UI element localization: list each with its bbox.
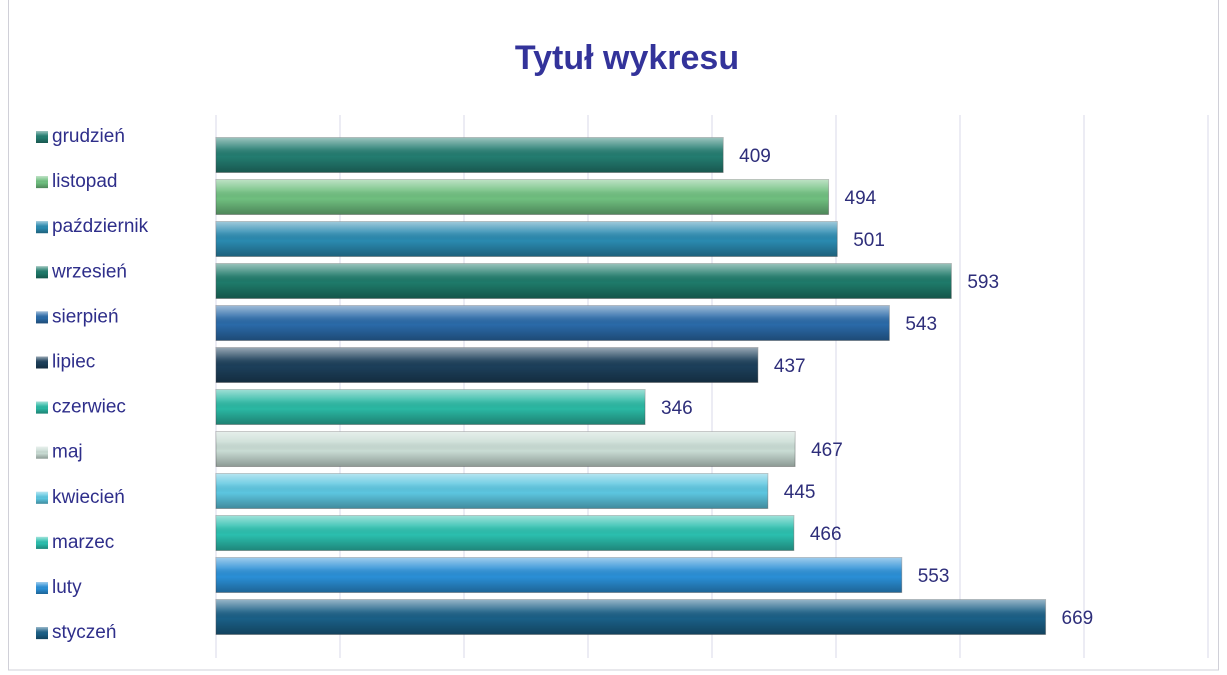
data-label: 593 — [967, 272, 999, 293]
data-label: 494 — [845, 188, 877, 209]
bar-bevel — [216, 599, 1046, 635]
legend-swatch-bevel — [36, 311, 48, 324]
legend-label: październik — [52, 216, 149, 237]
legend-swatch-bevel — [36, 131, 48, 143]
legend-label: wrzesień — [51, 261, 127, 282]
bar-bevel — [216, 305, 890, 341]
legend-swatch-bevel — [36, 356, 48, 369]
data-label: 501 — [853, 230, 885, 251]
legend-swatch-bevel — [36, 446, 48, 459]
legend-label: grudzień — [52, 126, 125, 147]
legend-label: styczeń — [52, 622, 116, 643]
legend-swatch-bevel — [36, 266, 48, 279]
legend-swatch-bevel — [36, 491, 48, 504]
data-label: 466 — [810, 524, 842, 545]
data-label: 553 — [918, 566, 950, 587]
bar-bevel — [216, 221, 838, 257]
legend-label: lipiec — [52, 352, 95, 373]
bar-bevel — [216, 431, 796, 467]
bar-bevel — [216, 137, 724, 173]
bar-bevel — [216, 515, 794, 551]
data-label: 409 — [739, 146, 771, 167]
legend-swatch-bevel — [36, 627, 48, 640]
legend-swatch-bevel — [36, 176, 48, 189]
legend-swatch-bevel — [36, 582, 48, 594]
data-label: 346 — [661, 398, 693, 419]
legend-swatch-bevel — [36, 401, 48, 414]
legend-label: maj — [52, 442, 83, 463]
chart-title: Tytuł wykresu — [515, 39, 739, 77]
bar-bevel — [216, 179, 829, 215]
legend-label: czerwiec — [52, 397, 126, 418]
bar-bevel — [216, 263, 952, 299]
legend-label: listopad — [52, 171, 118, 192]
bar-bevel — [216, 347, 758, 383]
bar-bevel — [216, 473, 768, 509]
data-label: 467 — [811, 440, 843, 461]
legend-label: sierpień — [52, 306, 119, 327]
legend-label: kwiecień — [52, 487, 125, 508]
legend-label: marzec — [52, 532, 114, 553]
data-label: 437 — [774, 356, 806, 377]
bar-bevel — [216, 389, 646, 425]
data-label: 445 — [784, 482, 816, 503]
bar-bevel — [216, 557, 902, 593]
legend-swatch-bevel — [36, 221, 48, 234]
legend-swatch-bevel — [36, 536, 48, 549]
data-label: 669 — [1062, 608, 1094, 629]
legend-label: luty — [52, 577, 82, 598]
data-label: 543 — [905, 314, 937, 335]
